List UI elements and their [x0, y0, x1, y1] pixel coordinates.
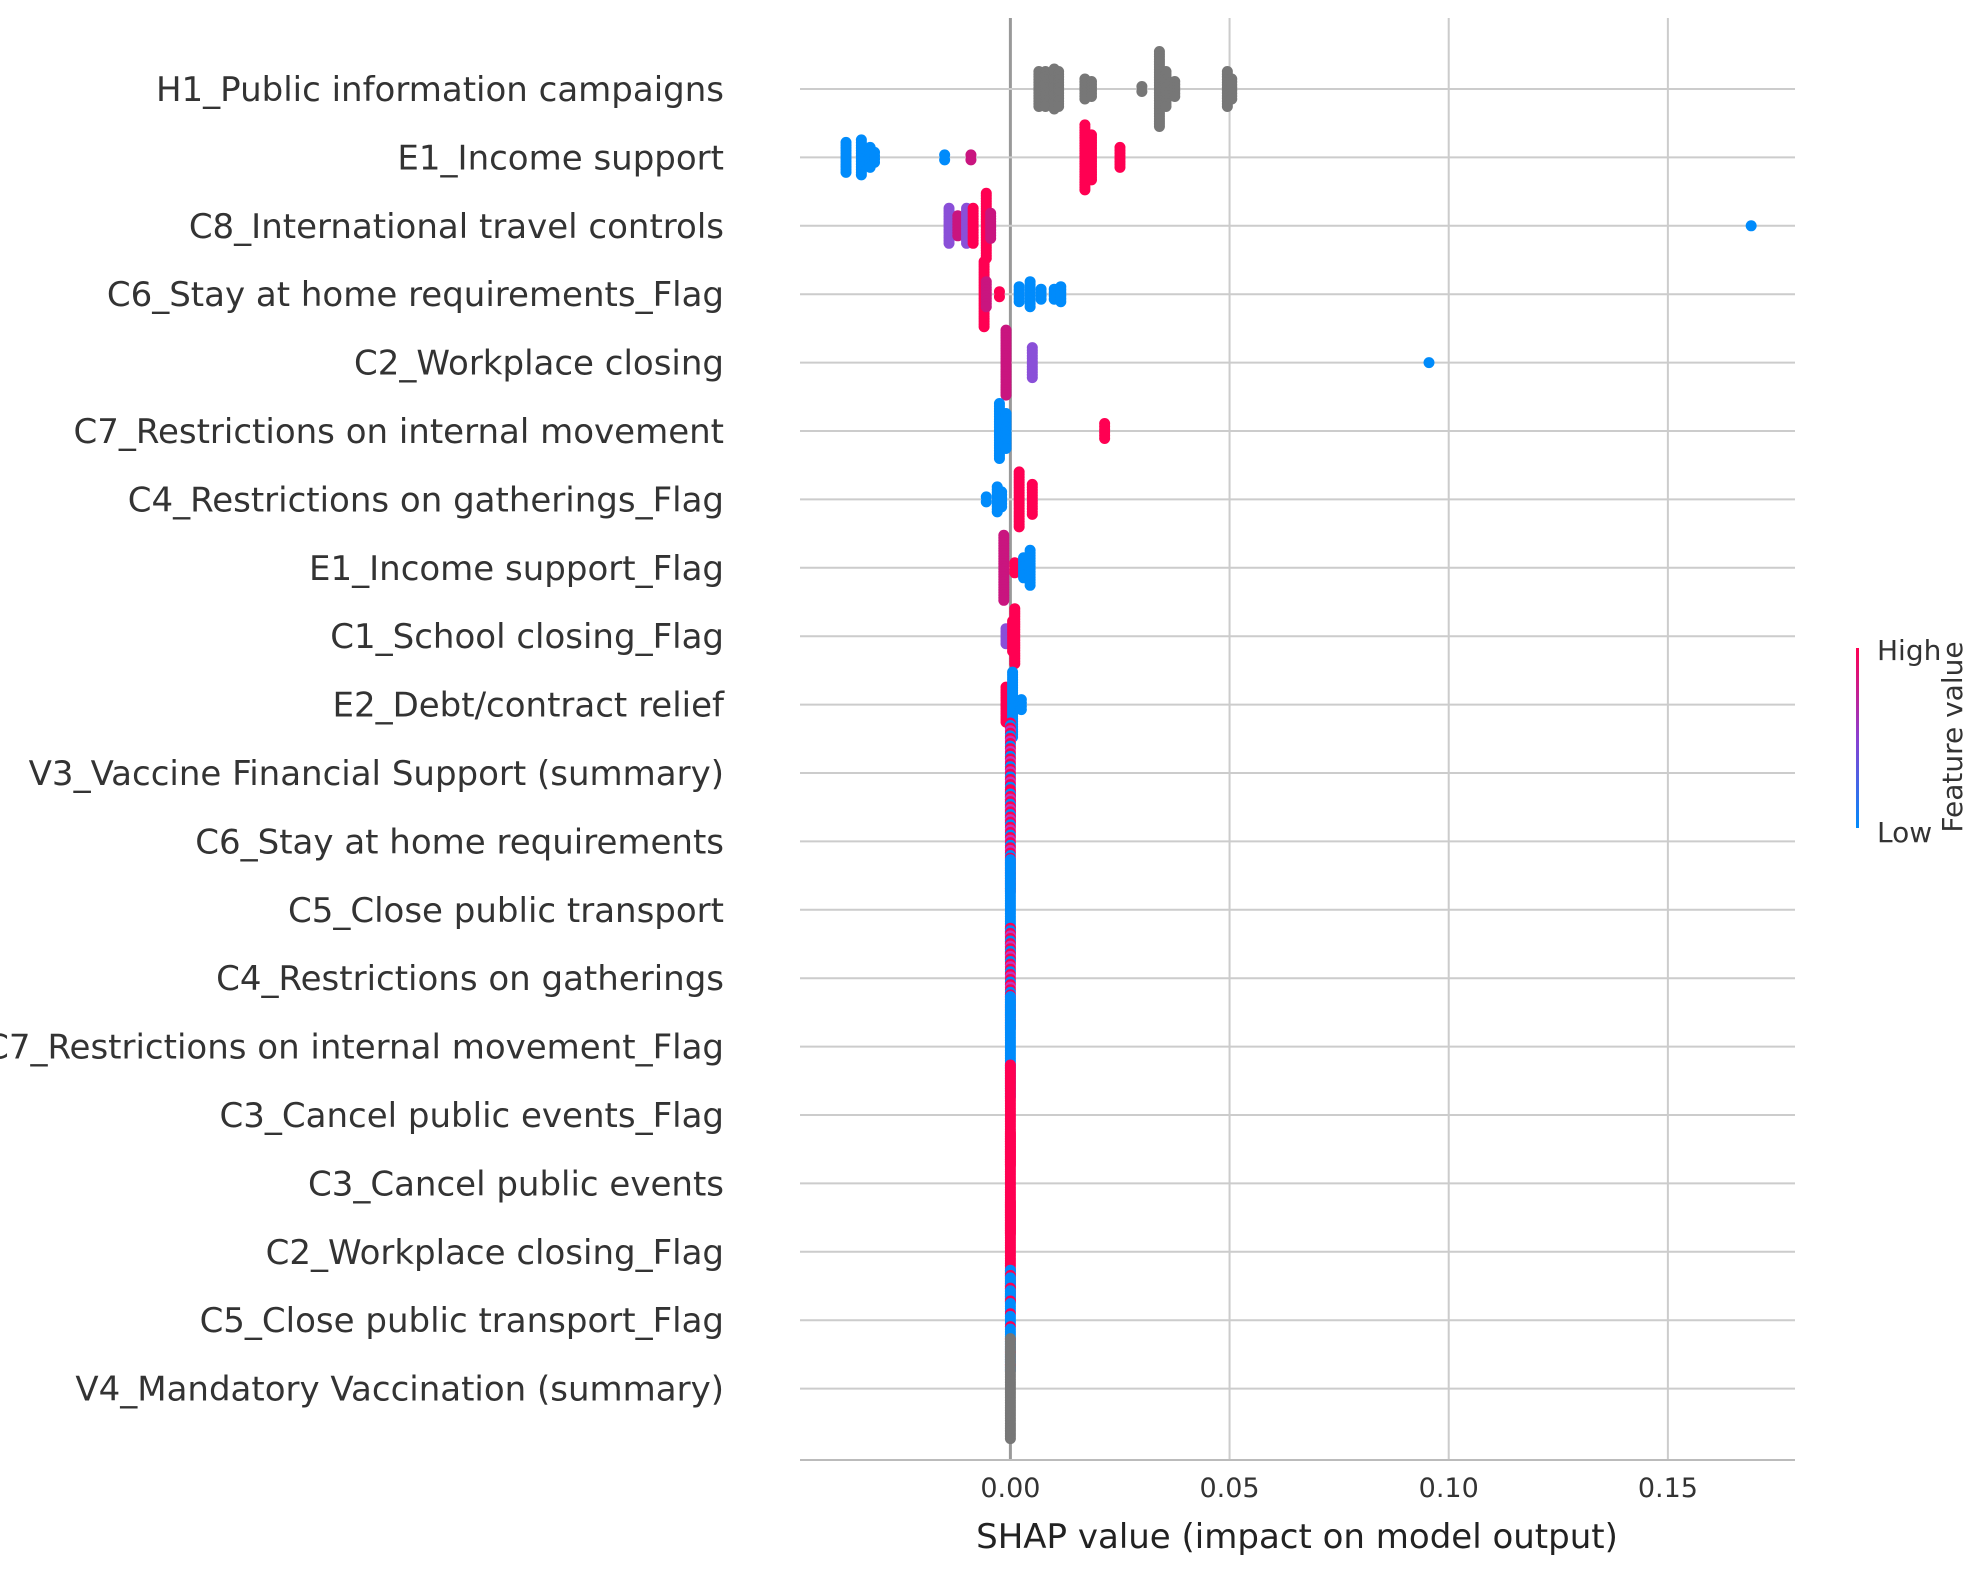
x-tick-label: 0.00: [980, 1473, 1040, 1504]
shap-point: [1169, 91, 1181, 102]
shap-point: [939, 154, 951, 166]
colorbar: High Low Feature value: [1856, 634, 1969, 849]
shap-point: [1114, 161, 1126, 173]
shap-point: [840, 166, 852, 178]
feature-label: C3_Cancel public events_Flag: [220, 1096, 724, 1136]
colorbar-high-label: High: [1877, 634, 1941, 667]
feature-label: C7_Restrictions on internal movement: [74, 412, 725, 452]
shap-point: [998, 594, 1010, 606]
shap-point: [1004, 1433, 1016, 1445]
data-points: [840, 46, 1757, 1445]
grid-layer: [800, 18, 1795, 1460]
shap-point: [993, 453, 1005, 464]
x-tick-label: 0.05: [1199, 1473, 1259, 1504]
feature-label: C7_Restrictions on internal movement_Fla…: [0, 1028, 724, 1068]
feature-label: C6_Stay at home requirements: [195, 822, 724, 862]
shap-point: [965, 154, 977, 166]
x-axis: SHAP value (impact on model output) 0.00…: [800, 1459, 1795, 1557]
feature-label: E1_Income support_Flag: [309, 549, 724, 589]
x-tick-label: 0.10: [1419, 1473, 1479, 1504]
shap-point: [1085, 91, 1097, 102]
shap-point: [1035, 293, 1047, 305]
feature-label: C4_Restrictions on gatherings_Flag: [128, 480, 724, 520]
x-tick-label: 0.15: [1638, 1473, 1698, 1504]
feature-label: V3_Vaccine Financial Support (summary): [29, 754, 724, 794]
shap-point: [952, 230, 964, 242]
feature-label: C8_International travel controls: [189, 207, 724, 247]
shap-point: [1009, 567, 1021, 579]
shap-point: [1160, 101, 1172, 112]
shap-point: [1423, 357, 1435, 369]
shap-point: [1026, 372, 1038, 384]
shap-point: [1053, 101, 1065, 112]
feature-label: V4_Mandatory Vaccination (summary): [75, 1370, 724, 1410]
shap-point: [1055, 296, 1067, 308]
shap-point: [1079, 184, 1091, 196]
feature-label: C2_Workplace closing: [354, 344, 724, 384]
shap-point: [1745, 220, 1757, 232]
shap-point: [1099, 433, 1111, 444]
shap-point: [967, 237, 979, 249]
colorbar-title: Feature value: [1936, 641, 1969, 832]
shap-point: [978, 321, 990, 333]
shap-point: [1013, 296, 1025, 308]
shap-point: [1026, 508, 1038, 520]
shap-point: [869, 156, 881, 168]
feature-labels: H1_Public information campaigns E1_Income…: [0, 70, 725, 1410]
colorbar-low-label: Low: [1877, 816, 1932, 849]
x-axis-title: SHAP value (impact on model output): [976, 1517, 1618, 1557]
shap-point: [993, 291, 1005, 303]
shap-point: [1009, 658, 1021, 670]
shap-point: [985, 232, 997, 244]
shap-point: [1039, 101, 1051, 112]
feature-label: C4_Restrictions on gatherings: [216, 959, 724, 999]
shap-point: [1000, 443, 1012, 454]
shap-point: [1226, 93, 1238, 105]
shap-point: [1085, 174, 1097, 186]
feature-label: E1_Income support: [397, 138, 724, 178]
shap-point: [996, 501, 1008, 513]
feature-label: E2_Debt/contract relief: [332, 686, 725, 726]
colorbar-gradient: [1856, 648, 1859, 828]
feature-label: C5_Close public transport_Flag: [200, 1301, 724, 1341]
shap-point: [1153, 121, 1165, 132]
shap-point: [855, 169, 867, 181]
feature-label: C6_Stay at home requirements_Flag: [107, 275, 724, 315]
shap-point: [1024, 579, 1036, 591]
feature-label: C1_School closing_Flag: [330, 617, 724, 657]
shap-point: [980, 496, 992, 508]
shap-point: [1136, 86, 1148, 97]
shap-point: [1000, 389, 1012, 401]
shap-point: [980, 301, 992, 313]
shap-point: [1024, 301, 1036, 313]
feature-label: C3_Cancel public events: [308, 1164, 724, 1204]
shap-point: [1015, 704, 1027, 716]
shap-point: [1013, 521, 1025, 533]
feature-label: C2_Workplace closing_Flag: [266, 1233, 724, 1273]
feature-label: C5_Close public transport: [288, 891, 724, 931]
shap-point: [943, 237, 955, 249]
feature-label: H1_Public information campaigns: [156, 70, 724, 110]
